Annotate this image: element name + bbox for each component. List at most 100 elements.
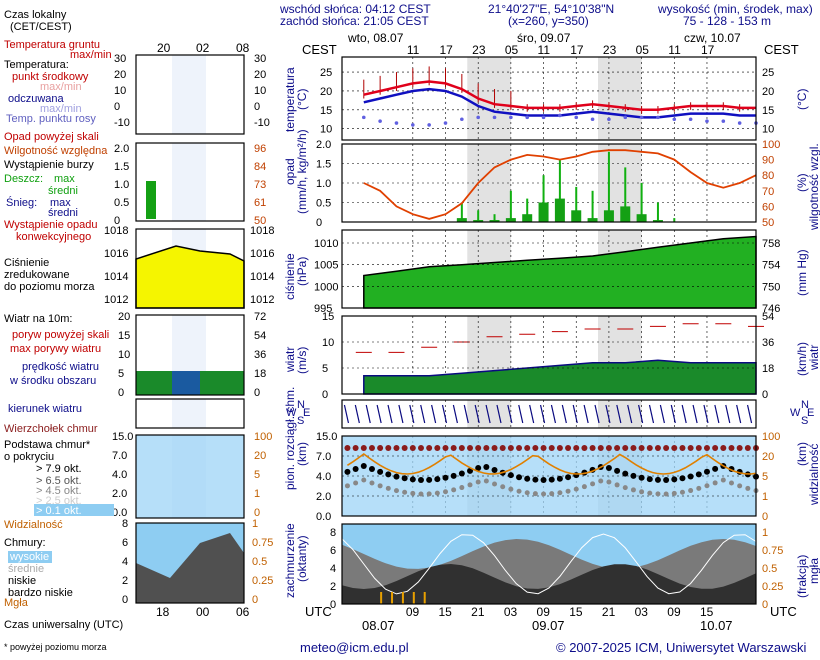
dew-point <box>574 115 579 120</box>
email-link[interactable]: meteo@icm.edu.pl <box>300 640 409 655</box>
legend-label-15: max <box>50 197 71 209</box>
rh-axis-unit: (%) <box>795 173 809 192</box>
cloud-base-dot-low <box>639 489 645 495</box>
precip-max-bar <box>460 202 463 222</box>
cloud-base-dot-low <box>467 482 473 488</box>
dew-point <box>590 117 595 122</box>
cloud-top-dot <box>532 445 539 451</box>
cloud-base-dot <box>516 474 523 481</box>
legend-wind-tick-4: 0 <box>118 387 124 399</box>
cloud-base-dot <box>507 472 514 479</box>
cloud-base-dot <box>703 468 710 475</box>
cloud-base-dot <box>377 468 384 475</box>
cloud-top-dot <box>393 445 400 451</box>
legend-top-tick-2: 08 <box>236 41 250 55</box>
legend-vis-rtick-4: 0 <box>254 507 260 519</box>
dew-point <box>476 115 480 120</box>
wind-arrow <box>518 404 524 424</box>
wind-arrow <box>736 404 742 424</box>
temp-axis-unit: (°C) <box>295 89 309 110</box>
wind-tick-1: 10 <box>322 337 334 349</box>
clouds-high-line <box>341 533 757 595</box>
wind-arrow <box>550 404 557 424</box>
cloud-top-dot <box>524 445 531 451</box>
wind-arrow <box>365 404 371 424</box>
cloud-top-dot <box>467 445 474 451</box>
legend-pres-rtick-1: 1016 <box>250 248 274 260</box>
wind-arrow <box>681 404 687 424</box>
panel-frame-wind <box>341 315 757 395</box>
cloud-base-dot-low <box>483 478 489 484</box>
compass-n-left: N <box>297 399 305 411</box>
dew-point <box>509 115 513 120</box>
day2-label: śro, 09.07 <box>517 31 571 45</box>
utc-right: UTC <box>770 604 797 619</box>
wind-arrow <box>463 404 469 424</box>
legend-label-5: odczuwana <box>8 93 65 105</box>
temp-axis-unit-right: (°C) <box>795 89 809 110</box>
cloud-top-dot <box>458 445 465 451</box>
day3-bottom: 10.07 <box>700 618 733 633</box>
cloud-base-dot-low <box>671 490 677 496</box>
legend-label-13: średni <box>48 185 78 197</box>
cloud-top-dot <box>581 445 588 451</box>
precip-tick-3: 0.5 <box>316 198 331 210</box>
cloud-base-dot <box>687 473 694 480</box>
fog-rtick-4: 0 <box>762 599 768 611</box>
panel-bg-temp <box>342 57 756 140</box>
night-band-precip-1 <box>598 144 642 222</box>
night-band-temp-1 <box>598 57 642 140</box>
pressure-axis-unit: (hPa) <box>295 257 309 286</box>
fog-rtick-1: 0.75 <box>762 545 783 557</box>
cloud-base-dot-low <box>393 488 399 494</box>
dew-point <box>737 121 742 125</box>
wind-arrow <box>692 404 698 424</box>
pressure-axis-label: ciśnienie <box>283 253 297 300</box>
cloud-base-dot-low <box>402 489 408 495</box>
utc-tick-7: 03 <box>635 605 649 619</box>
temp-axis-label: temperatura <box>283 67 297 132</box>
precip-mean-bar <box>538 202 549 222</box>
utc-tick-5: 15 <box>569 605 583 619</box>
dew-point <box>460 117 464 122</box>
legend-night-temp <box>172 55 206 134</box>
cloud-top-dot <box>614 445 621 451</box>
temp-line <box>363 80 756 112</box>
legend-bottom-tick-0: 18 <box>156 605 170 619</box>
rh-line <box>363 149 757 220</box>
legend-label-26: w środku obszaru <box>9 375 96 387</box>
cloud-base-dot <box>654 476 661 483</box>
cloud-base-dot-low <box>541 491 547 497</box>
legend-okt-swatch <box>34 504 114 516</box>
legend-precip-tick-0: 2.0 <box>114 143 129 155</box>
wind-axis-unit: (m/s) <box>295 347 309 374</box>
legend-cb-tick-2: 4.0 <box>112 469 127 481</box>
panel-frame-cb <box>341 435 757 517</box>
cest-tick-7: 05 <box>636 43 650 57</box>
legend-label-29: Podstawa chmur* <box>4 439 91 451</box>
utc-tick-6: 21 <box>602 605 616 619</box>
legend-label-40: niskie <box>8 575 36 587</box>
dew-point <box>558 113 562 118</box>
cloud-top-dot <box>491 445 498 451</box>
cloud-top-dot <box>703 445 710 451</box>
legend-temp-tick-2: 10 <box>114 85 126 97</box>
wind-arrow <box>376 404 382 424</box>
legend-temp-rtick-1: 20 <box>254 69 266 81</box>
legend-label-4: max/min <box>40 81 82 93</box>
legend-label-25: prędkość wiatru <box>22 361 99 373</box>
cloud-base-dot-low <box>385 485 391 491</box>
cloud-top-dot <box>622 445 629 451</box>
dew-point <box>492 115 497 120</box>
legend-label-0: Temperatura gruntu <box>4 39 100 51</box>
precip-mean-bar <box>603 210 614 222</box>
legend-temp-tick-4: -10 <box>114 117 130 129</box>
legend-pres-tick-3: 1012 <box>104 294 128 306</box>
legend-cl-tick-0: 8 <box>122 518 128 530</box>
dew-point <box>688 117 693 122</box>
cloud-base-dot-low <box>451 487 457 493</box>
cloud-base-dot-low <box>344 483 350 489</box>
vis-axis-unit: (km) <box>795 442 809 466</box>
precip-mean-bar <box>489 220 500 222</box>
legend-label-6: max/min <box>40 103 82 115</box>
